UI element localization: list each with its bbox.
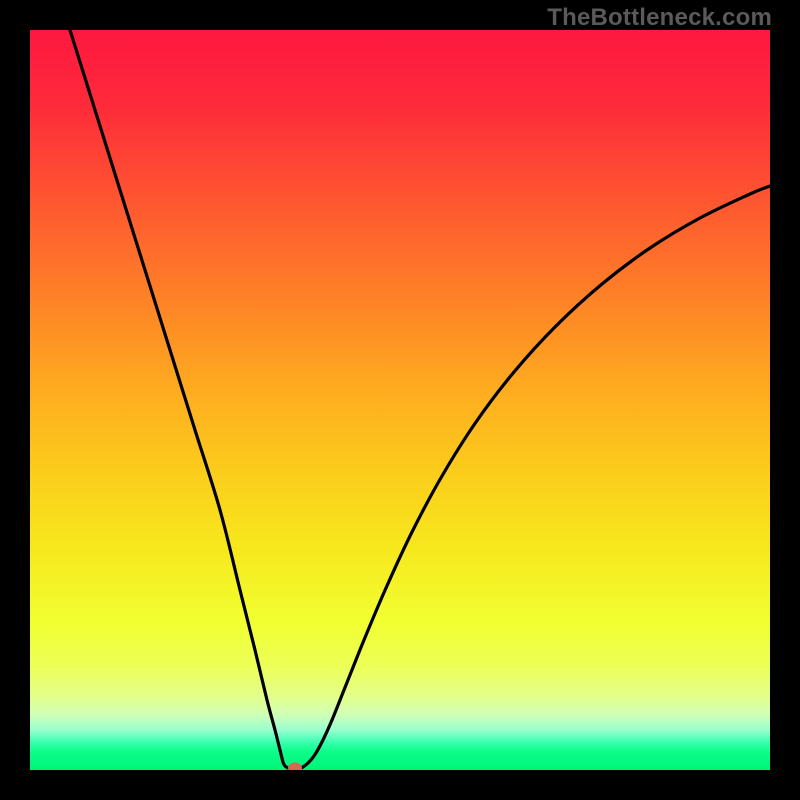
watermark-text: TheBottleneck.com	[547, 4, 772, 32]
chart-svg	[30, 30, 770, 770]
chart-frame: TheBottleneck.com	[0, 0, 800, 800]
plot-background	[30, 30, 770, 770]
plot-area	[30, 30, 770, 770]
